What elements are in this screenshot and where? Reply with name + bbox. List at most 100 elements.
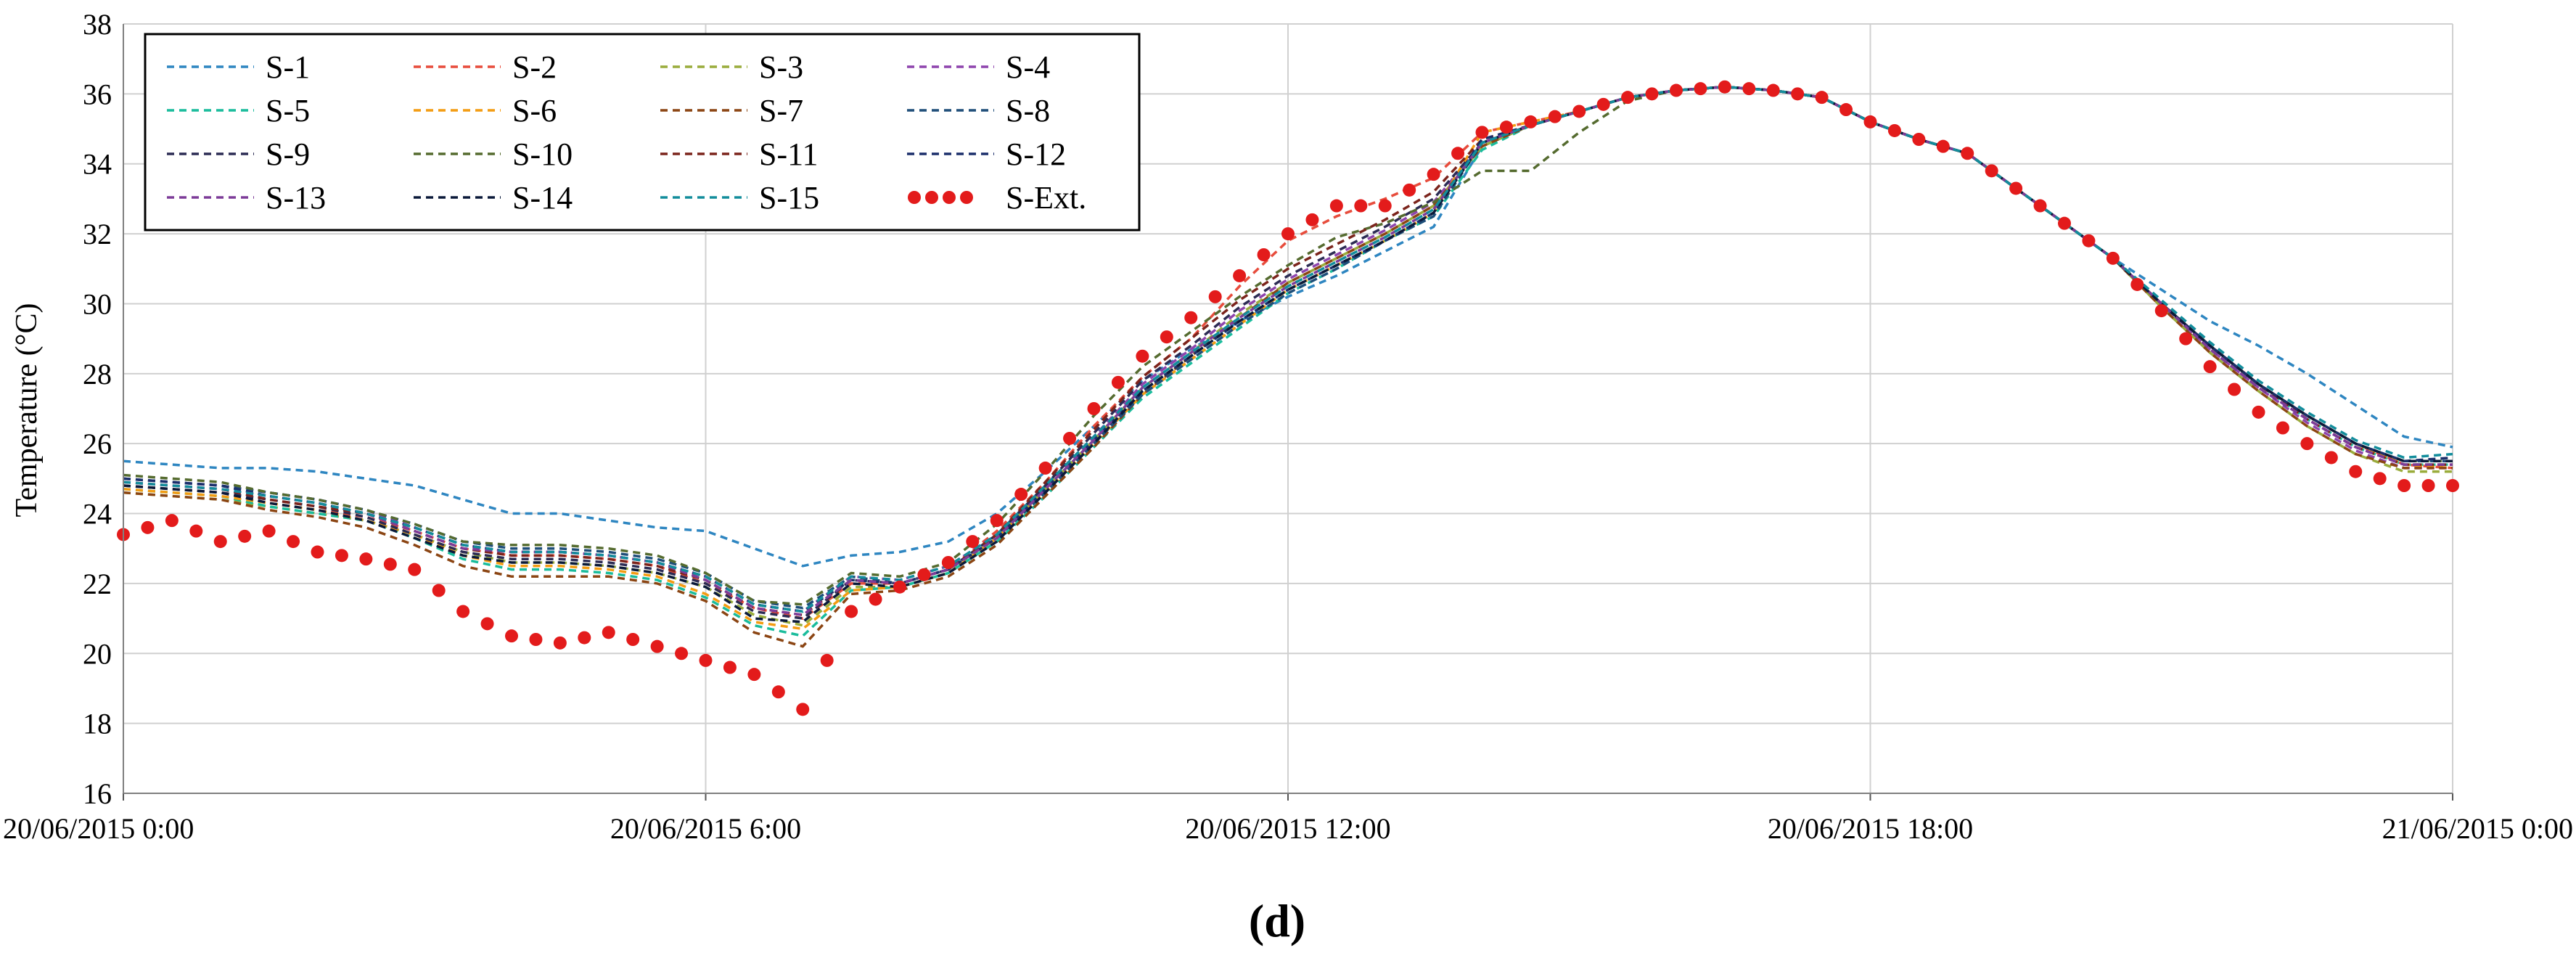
data-point xyxy=(335,549,348,563)
legend-marker xyxy=(908,191,921,204)
data-point xyxy=(2228,383,2241,396)
data-point xyxy=(941,556,955,569)
data-point xyxy=(1354,199,1368,213)
data-point xyxy=(480,617,494,631)
legend-label: S-10 xyxy=(512,136,573,172)
data-point xyxy=(1791,87,1805,101)
data-point xyxy=(1499,120,1513,134)
data-point xyxy=(432,584,446,597)
legend-label: S-5 xyxy=(266,93,310,128)
x-tick-label: 20/06/2015 0:00 xyxy=(3,812,194,845)
data-point xyxy=(2203,360,2217,374)
y-tick-label: 26 xyxy=(83,428,112,460)
data-point xyxy=(1887,123,1901,137)
data-point xyxy=(189,524,203,538)
data-point xyxy=(1111,375,1125,389)
data-point xyxy=(917,568,931,581)
data-point xyxy=(1839,103,1853,117)
legend-entry-s-6: S-6 xyxy=(414,93,557,128)
data-point xyxy=(505,629,518,643)
legend-marker xyxy=(943,191,956,204)
x-tick-label: 20/06/2015 18:00 xyxy=(1768,812,1973,845)
data-point xyxy=(1305,213,1319,226)
legend-label: S-15 xyxy=(759,180,819,216)
data-point xyxy=(238,529,252,543)
data-point xyxy=(626,633,640,646)
y-tick-label: 24 xyxy=(83,498,112,531)
data-point xyxy=(287,535,300,549)
legend-label: S-7 xyxy=(759,93,803,128)
data-point xyxy=(2252,405,2265,419)
legend-entry-s-2: S-2 xyxy=(414,49,557,85)
grid xyxy=(123,23,2453,794)
data-point xyxy=(1475,126,1489,139)
legend-marker xyxy=(925,191,938,204)
legend-entry-s-9: S-9 xyxy=(167,136,310,172)
legend-entry-s-8: S-8 xyxy=(907,93,1050,128)
data-point xyxy=(2276,421,2289,435)
legend-label: S-14 xyxy=(512,180,573,216)
y-tick-label: 22 xyxy=(83,568,112,600)
data-point xyxy=(747,668,761,682)
data-point xyxy=(2179,332,2193,345)
panel-label: (d) xyxy=(1249,895,1305,946)
data-point xyxy=(2324,451,2338,465)
data-point xyxy=(2373,472,2387,486)
data-point xyxy=(1281,227,1295,241)
legend-label: S-2 xyxy=(512,49,557,85)
data-point xyxy=(699,653,713,667)
data-point xyxy=(1596,97,1610,111)
data-point xyxy=(311,545,324,559)
data-point xyxy=(2397,479,2411,492)
data-point xyxy=(1403,183,1416,197)
x-tick-label: 21/06/2015 0:00 xyxy=(2382,812,2573,845)
legend-entry-s-3: S-3 xyxy=(660,49,803,85)
data-point xyxy=(1378,199,1392,213)
series-s-14-line xyxy=(123,85,2453,623)
data-point xyxy=(1257,248,1271,261)
data-point xyxy=(893,580,906,594)
data-point xyxy=(675,647,689,660)
y-tick-label: 32 xyxy=(83,218,112,250)
y-tick-label: 28 xyxy=(83,358,112,390)
data-point xyxy=(796,703,810,716)
legend-label: S-Ext. xyxy=(1006,180,1086,216)
legend-entry-s-15: S-15 xyxy=(660,180,819,216)
data-point xyxy=(529,633,543,646)
data-point xyxy=(2154,304,2168,318)
data-point xyxy=(1912,133,1926,146)
legend-label: S-1 xyxy=(266,49,310,85)
legend-entry-s-11: S-11 xyxy=(660,136,819,172)
legend-label: S-9 xyxy=(266,136,310,172)
data-point xyxy=(1645,87,1659,101)
legend: S-1 S-2 S-3 S-4 S-5 S-6 S-7 S-8 S-9 S-10 S-11 S-12 S… xyxy=(144,33,1141,232)
series-s-10-line xyxy=(123,85,2453,606)
y-tick-label: 38 xyxy=(83,8,112,41)
legend-label: S-12 xyxy=(1006,136,1066,172)
data-point xyxy=(456,605,470,618)
data-point xyxy=(383,557,397,571)
x-tick-label: 20/06/2015 6:00 xyxy=(610,812,801,845)
data-point xyxy=(1208,290,1222,303)
data-point xyxy=(2446,479,2459,492)
data-point xyxy=(602,626,615,639)
legend-entry-s-12: S-12 xyxy=(907,136,1066,172)
data-point xyxy=(1621,91,1635,105)
data-point xyxy=(1961,147,1974,160)
data-point xyxy=(1936,139,1950,153)
data-point xyxy=(990,514,1004,528)
data-point xyxy=(578,631,591,645)
legend-label: S-3 xyxy=(759,49,803,85)
axes: 16 18 20 22 24 26 28 30 32 34 36 38 20/06/2015 0:00 2… xyxy=(3,8,2573,845)
legend-label: S-11 xyxy=(759,136,819,172)
data-point xyxy=(1718,80,1731,94)
data-point xyxy=(2082,234,2096,248)
data-point xyxy=(1985,164,1998,178)
data-point xyxy=(1670,83,1683,97)
data-point xyxy=(2349,465,2363,478)
data-point xyxy=(1329,199,1343,213)
y-tick-label: 16 xyxy=(83,777,112,810)
data-point xyxy=(213,535,227,549)
data-point xyxy=(2033,199,2047,213)
